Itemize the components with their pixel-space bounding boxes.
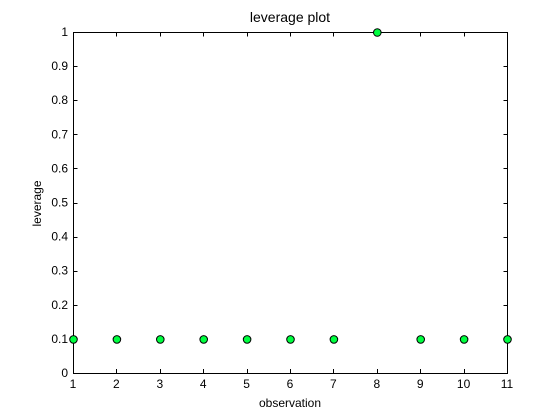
chart-title: leverage plot (250, 9, 330, 25)
y-tick-label: 0.6 (51, 161, 68, 175)
x-tick-label: 6 (287, 377, 294, 391)
y-tick-label: 0.1 (51, 332, 68, 346)
y-axis-label: leverage (30, 180, 44, 226)
y-tick-label: 0.4 (51, 230, 68, 244)
y-tick-label: 0.3 (51, 264, 68, 278)
x-axis-label: observation (259, 396, 321, 410)
data-point (416, 335, 426, 344)
x-tick-label: 9 (417, 377, 424, 391)
x-tick-label: 11 (501, 377, 514, 391)
data-point (242, 335, 252, 344)
x-tick-label: 1 (70, 377, 77, 391)
data-point (329, 335, 339, 344)
data-point (69, 335, 78, 344)
data-point (156, 335, 165, 344)
x-tick-label: 4 (200, 377, 207, 391)
y-tick-label: 0.9 (51, 59, 68, 73)
x-tick-label: 2 (113, 377, 120, 391)
x-tick-label: 10 (457, 377, 471, 391)
y-tick-label: 0 (61, 366, 68, 380)
data-points (69, 28, 512, 344)
data-point (199, 335, 208, 344)
data-point (373, 28, 382, 37)
data-point (112, 335, 122, 344)
x-tick-label: 7 (330, 377, 337, 391)
axis-tick-labels: 1 2 3 4 5 6 7 8 9 10 11 0 0.1 0.2 0.3 0.4 0.5 0.6 0.7 0.8 0.… (51, 25, 513, 391)
plot-area (73, 32, 508, 374)
y-tick-label: 0.5 (51, 196, 68, 210)
x-tick-label: 3 (156, 377, 163, 391)
axis-ticks (73, 32, 508, 374)
y-tick-label: 0.7 (51, 127, 68, 141)
y-tick-label: 0.8 (51, 93, 68, 107)
x-tick-label: 5 (243, 377, 250, 391)
x-tick-label: 8 (373, 377, 380, 391)
y-tick-label: 1 (61, 25, 68, 39)
y-tick-label: 0.2 (51, 298, 68, 312)
data-point (503, 335, 512, 344)
data-point (459, 335, 469, 344)
data-point (286, 335, 295, 344)
